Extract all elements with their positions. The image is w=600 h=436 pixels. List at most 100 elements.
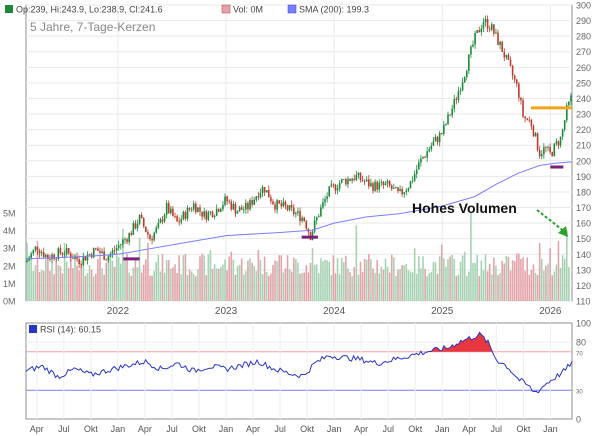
- volume-legend-swatch: [221, 4, 231, 14]
- volume-bar: [386, 266, 389, 301]
- candle-body: [217, 208, 220, 212]
- volume-bar: [138, 237, 141, 301]
- volume-bar: [565, 230, 568, 301]
- candle-body: [399, 189, 401, 192]
- candle-body: [549, 146, 551, 153]
- candle-body: [70, 253, 72, 259]
- candle-body: [232, 204, 235, 210]
- volume-bar: [336, 258, 339, 301]
- volume-bar: [153, 271, 155, 301]
- volume-bar: [115, 255, 118, 301]
- candle-body: [78, 259, 80, 265]
- candle-body: [524, 116, 526, 119]
- candle-body: [180, 219, 183, 223]
- candle-body: [420, 158, 422, 163]
- volume-bar: [407, 270, 410, 301]
- support-markers: [123, 165, 564, 261]
- volume-annotation: Hohes Volumen: [412, 200, 517, 216]
- candle-body: [343, 179, 345, 180]
- price-tick-label: 290: [576, 16, 591, 26]
- volume-bar: [468, 271, 470, 301]
- candle-body: [115, 247, 118, 251]
- price-tick-label: 280: [576, 32, 591, 42]
- volume-bar: [449, 256, 451, 301]
- candle-body: [182, 211, 185, 220]
- candle-body: [351, 178, 353, 181]
- volume-bar: [159, 271, 162, 301]
- volume-bar: [126, 253, 128, 301]
- volume-bar: [453, 258, 456, 301]
- candle-body: [378, 182, 381, 190]
- candle-body: [382, 181, 385, 185]
- candle-body: [505, 55, 508, 58]
- month-tick-label: Apr: [354, 424, 368, 434]
- price-tick-label: 230: [576, 110, 591, 120]
- candle-body: [413, 173, 416, 181]
- price-tick-label: 150: [576, 234, 591, 244]
- volume-bar: [403, 265, 406, 301]
- volume-bar: [290, 271, 293, 301]
- price-tick-label: 190: [576, 172, 591, 182]
- volume-bar: [278, 255, 281, 301]
- volume-bar: [418, 256, 420, 301]
- candle-body: [178, 221, 180, 223]
- volume-bar: [232, 259, 235, 301]
- volume-bar: [334, 273, 337, 301]
- month-tick-label: Jul: [274, 424, 286, 434]
- volume-bar: [267, 275, 270, 301]
- candle-body: [251, 200, 253, 205]
- candle-body: [242, 209, 245, 211]
- candle-body: [280, 203, 283, 207]
- candle-body: [368, 179, 370, 187]
- candle-body: [536, 133, 539, 151]
- candle-body: [403, 192, 406, 195]
- candle-body: [538, 150, 541, 157]
- candle-body: [445, 124, 447, 126]
- volume-bar: [130, 275, 133, 301]
- volume-tick-label: 4M: [3, 226, 16, 236]
- candle-body: [124, 239, 126, 241]
- year-tick-label: 2024: [323, 306, 346, 317]
- candle-body: [457, 91, 460, 100]
- volume-bar: [226, 270, 228, 301]
- candle-body: [540, 154, 543, 157]
- candle-body: [334, 184, 337, 191]
- candle-body: [447, 114, 449, 125]
- price-axis: 110 120 130 140 150 160 170 180 190 200 210 220 230 2…: [576, 1, 591, 307]
- volume-bar: [186, 275, 189, 301]
- candle-body: [353, 178, 356, 180]
- volume-bar: [426, 276, 428, 301]
- price-tick-label: 220: [576, 125, 591, 135]
- volume-bar: [80, 260, 83, 301]
- candle-body: [28, 258, 30, 261]
- volume-bar: [30, 258, 33, 301]
- volume-bar: [217, 268, 220, 301]
- volume-bar: [70, 259, 72, 301]
- volume-bar: [257, 249, 260, 301]
- candle-body: [247, 202, 249, 210]
- volume-bar: [195, 276, 197, 301]
- volume-bar: [328, 261, 331, 301]
- volume-bar: [236, 266, 239, 301]
- year-tick-label: 2026: [539, 306, 562, 317]
- candle-body: [324, 199, 326, 203]
- volume-bar: [561, 255, 564, 301]
- volume-bar: [292, 257, 295, 301]
- volume-bar: [488, 263, 491, 301]
- year-axis: 2022 2023 2024 2025 2026: [107, 306, 562, 317]
- candle-body: [253, 199, 255, 205]
- candle-body: [82, 256, 85, 265]
- candle-body: [530, 119, 533, 126]
- candle-body: [138, 214, 141, 224]
- volume-bar: [111, 260, 114, 301]
- candle-body: [67, 248, 70, 254]
- volume-bar: [188, 269, 191, 301]
- volume-bar: [74, 253, 76, 301]
- volume-bar: [313, 264, 316, 301]
- volume-bar: [240, 258, 243, 301]
- volume-bar: [326, 260, 328, 301]
- candle-body: [238, 207, 241, 212]
- price-tick-label: 200: [576, 156, 591, 166]
- candle-body: [388, 181, 391, 186]
- candle-body: [99, 250, 101, 253]
